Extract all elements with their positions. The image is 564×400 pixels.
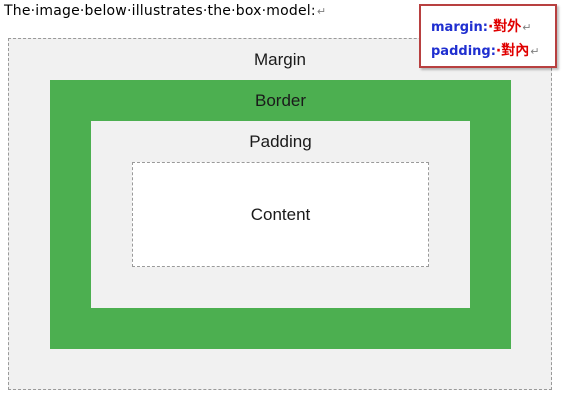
content-label: Content (250, 205, 311, 224)
padding-label: Padding (249, 132, 312, 151)
paragraph-mark: ↵ (316, 5, 327, 18)
margin-label: Margin (254, 50, 306, 69)
note-key-padding: padding: (431, 44, 496, 59)
paragraph-mark: ↵ (530, 46, 540, 58)
note-value-padding: ·對內 (495, 43, 530, 59)
intro-sentence: The·image·below·illustrates·the·box·mode… (4, 3, 316, 19)
note-key-margin: margin: (431, 20, 488, 35)
note-value-margin: ·對外 (487, 19, 522, 35)
note-row-padding: padding:·對內↵ (431, 40, 539, 60)
paragraph-mark: ↵ (522, 22, 532, 34)
annotation-note: margin:·對外↵ padding:·對內↵ (419, 4, 557, 68)
note-row-margin: margin:·對外↵ (431, 16, 532, 36)
content-area (132, 162, 429, 267)
border-label: Border (254, 91, 307, 110)
intro-text: The·image·below·illustrates·the·box·mode… (4, 3, 326, 19)
